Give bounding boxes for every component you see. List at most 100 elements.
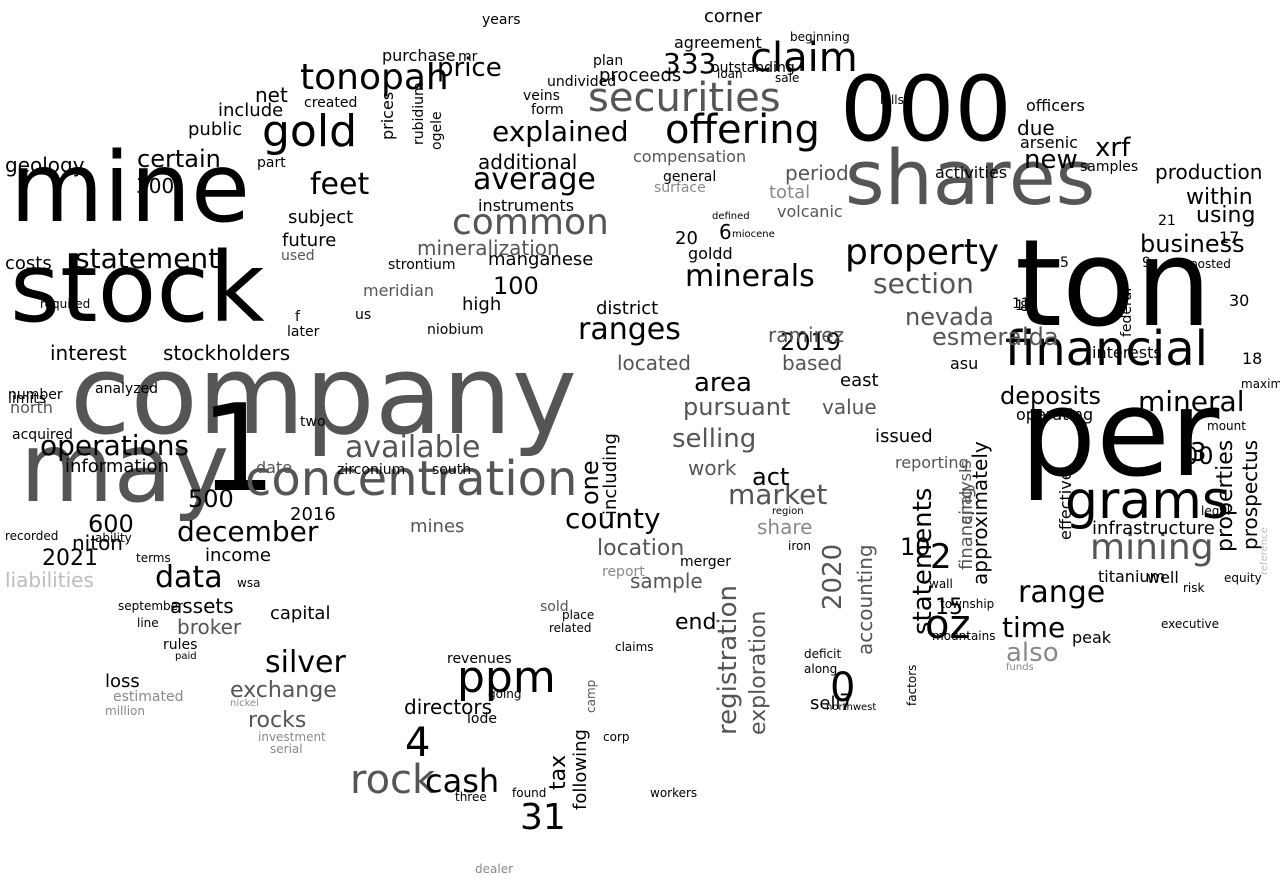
word-costs: costs	[5, 253, 52, 274]
word-stock: stock	[10, 232, 265, 344]
word-explained: explained	[492, 115, 629, 148]
word-3: 3	[1190, 438, 1207, 468]
word-assets: assets	[170, 594, 234, 618]
word-registration: registration	[713, 584, 743, 735]
word-operating: operating	[1016, 405, 1094, 424]
word-range: range	[1018, 575, 1106, 610]
word-8: 8	[1020, 299, 1029, 315]
word-act: act	[752, 463, 790, 491]
word-goldd: goldd	[688, 244, 733, 263]
word-part: part	[257, 155, 286, 171]
word-report: report	[602, 564, 645, 580]
word-operations: operations	[40, 429, 190, 462]
word-three: three	[455, 790, 487, 804]
word-deficit: deficit	[804, 647, 842, 661]
word-offering: offering	[665, 107, 820, 153]
word-18: 18	[1242, 349, 1263, 368]
word-area: area	[694, 368, 752, 398]
word-arsenic: arsenic	[1020, 133, 1078, 152]
word-also: also	[1006, 638, 1059, 668]
word-rules: rules	[163, 637, 198, 653]
word-undivided: undivided	[547, 74, 617, 90]
word-wsa: wsa	[237, 576, 261, 590]
word-proceeds: proceeds	[599, 65, 682, 86]
word-issued: issued	[875, 426, 933, 447]
word-within: within	[1186, 185, 1253, 210]
word-paid: paid	[175, 651, 197, 662]
word-liabilities: liabilities	[5, 568, 94, 592]
word-following: following	[570, 729, 591, 810]
word-samples: samples	[1080, 159, 1139, 175]
word-zirconium: zirconium	[337, 462, 406, 478]
word-common: common	[452, 202, 609, 243]
word-terms: terms	[136, 551, 171, 565]
word-statements: statements	[908, 487, 938, 635]
word-market: market	[728, 478, 828, 511]
word-interests: interests	[1092, 343, 1162, 362]
word-11: 11	[1012, 296, 1030, 312]
word-value: value	[822, 395, 877, 419]
word-wall: wall	[929, 577, 953, 591]
word-business: business	[1140, 230, 1245, 258]
word-333: 333	[663, 47, 717, 80]
word-two: two	[300, 414, 326, 430]
word-100: 100	[493, 272, 539, 300]
word-related: related	[549, 621, 592, 635]
word-securities: securities	[588, 75, 781, 121]
word-1: 1	[200, 380, 277, 519]
word-company: company	[70, 331, 577, 459]
word-required: required	[40, 297, 91, 311]
word-available: available	[345, 430, 481, 465]
word-claims: claims	[615, 640, 654, 654]
word-work: work	[688, 456, 737, 480]
word-31: 31	[520, 797, 566, 838]
word-2021: 2021	[42, 546, 98, 571]
word-agreement: agreement	[674, 33, 762, 52]
word-exchange: exchange	[230, 678, 337, 703]
word-south: south	[432, 462, 472, 478]
word-6: 6	[719, 220, 732, 244]
word-posted: posted	[1190, 257, 1231, 271]
word-merger: merger	[680, 554, 732, 570]
word-rubidium: rubidium	[411, 82, 427, 145]
word-instruments: instruments	[478, 196, 575, 215]
word-broker: broker	[177, 615, 242, 639]
word-deposits: deposits	[1000, 382, 1102, 410]
word-30: 30	[1229, 291, 1250, 310]
word-rock: rock	[350, 757, 436, 803]
word-10: 10	[900, 533, 931, 561]
word-xrf: xrf	[1095, 133, 1131, 163]
word-ogele: ogele	[429, 111, 445, 150]
word-600: 600	[88, 510, 134, 538]
word-new: new	[1024, 145, 1078, 175]
word-mount: mount	[1207, 419, 1246, 433]
word-county: county	[565, 502, 661, 535]
word-2019: 2019	[780, 328, 842, 356]
word-camp: camp	[584, 679, 598, 713]
word-risk: risk	[1183, 581, 1205, 595]
word-2: 2	[930, 537, 952, 577]
word-federal: federal	[1119, 287, 1135, 337]
word-investment: investment	[258, 730, 326, 744]
word-ppm: ppm	[457, 652, 556, 703]
word-analyzed: analyzed	[95, 381, 159, 397]
word-tax: tax	[546, 754, 571, 790]
word-pursuant: pursuant	[683, 393, 791, 421]
word-district: district	[596, 298, 659, 319]
word-volcanic: volcanic	[777, 202, 843, 221]
word-maximum: maximum	[1241, 377, 1280, 391]
word-dealer: dealer	[475, 862, 514, 876]
word-recorded: recorded	[5, 529, 59, 543]
word-surface: surface	[654, 180, 706, 196]
word-price: price	[437, 53, 502, 83]
word-4: 4	[405, 720, 431, 766]
word-12: 12	[1015, 298, 1033, 314]
word-capital: capital	[270, 603, 331, 624]
word-corner: corner	[704, 6, 762, 27]
word-september: september	[118, 599, 183, 613]
word-northwest: northwest	[826, 702, 877, 713]
word-iron: iron	[788, 539, 811, 553]
word-selling: selling	[672, 424, 757, 454]
word-500: 500	[188, 485, 234, 513]
